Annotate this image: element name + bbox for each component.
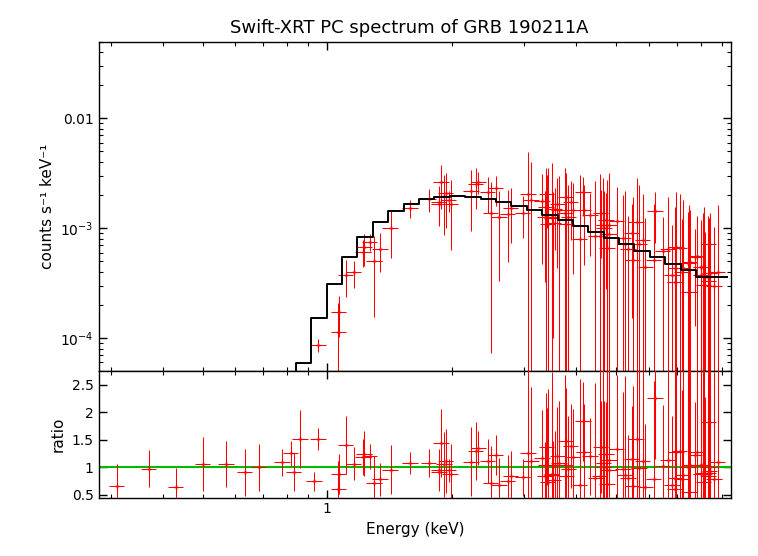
Text: Swift-XRT PC spectrum of GRB 190211A: Swift-XRT PC spectrum of GRB 190211A xyxy=(230,19,588,37)
Y-axis label: ratio: ratio xyxy=(51,416,66,452)
X-axis label: Energy (keV): Energy (keV) xyxy=(366,522,464,537)
Y-axis label: counts s⁻¹ keV⁻¹: counts s⁻¹ keV⁻¹ xyxy=(39,143,55,269)
